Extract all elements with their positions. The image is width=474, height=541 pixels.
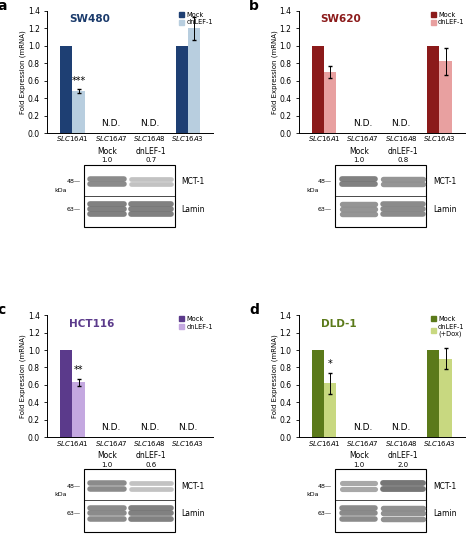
Text: MCT-1: MCT-1 [182, 481, 205, 491]
Text: kDa: kDa [306, 188, 319, 193]
Text: 0.7: 0.7 [146, 157, 157, 163]
Text: SW620: SW620 [320, 15, 361, 24]
Text: MCT-1: MCT-1 [182, 177, 205, 186]
Text: 48—: 48— [318, 484, 332, 489]
Text: 48—: 48— [66, 179, 81, 184]
Legend: Mock, dnLEF-1: Mock, dnLEF-1 [179, 12, 213, 25]
Text: Mock: Mock [97, 451, 117, 460]
Y-axis label: Fold Expression (mRNA): Fold Expression (mRNA) [271, 30, 278, 114]
Text: dnLEF-1: dnLEF-1 [387, 147, 418, 156]
Text: *: * [328, 359, 333, 370]
Legend: Mock, dnLEF-1: Mock, dnLEF-1 [179, 316, 213, 329]
Text: 63—: 63— [66, 511, 81, 516]
Text: N.D.: N.D. [140, 119, 159, 128]
Bar [84, 165, 175, 228]
Text: N.D.: N.D. [101, 423, 120, 432]
Text: 2.0: 2.0 [397, 461, 408, 467]
Text: N.D.: N.D. [392, 119, 410, 128]
Text: 1.0: 1.0 [353, 461, 365, 467]
Bar [73, 91, 85, 133]
Text: N.D.: N.D. [392, 423, 410, 432]
Text: dnLEF-1: dnLEF-1 [387, 451, 418, 460]
Text: Lamin: Lamin [433, 509, 456, 518]
Bar [84, 469, 175, 532]
Text: dnLEF-1: dnLEF-1 [136, 451, 166, 460]
Text: Lamin: Lamin [182, 204, 205, 214]
Text: 1.0: 1.0 [353, 157, 365, 163]
Text: a: a [0, 0, 7, 12]
Bar [312, 350, 324, 437]
Text: 48—: 48— [318, 179, 332, 184]
Bar [60, 350, 73, 437]
Text: 0.8: 0.8 [397, 157, 409, 163]
Text: Mock: Mock [349, 451, 369, 460]
Bar [60, 46, 73, 133]
Legend: Mock, dnLEF-1: Mock, dnLEF-1 [431, 12, 465, 25]
Text: MCT-1: MCT-1 [433, 177, 456, 186]
Text: MCT-1: MCT-1 [433, 481, 456, 491]
Bar [188, 28, 200, 133]
Bar [73, 382, 85, 437]
Bar [439, 62, 452, 133]
Text: dnLEF-1: dnLEF-1 [136, 147, 166, 156]
Text: DLD-1: DLD-1 [320, 319, 356, 329]
Bar [324, 72, 337, 133]
Text: N.D.: N.D. [353, 119, 372, 128]
Text: 0.6: 0.6 [146, 461, 157, 467]
Text: **: ** [74, 365, 83, 375]
Text: N.D.: N.D. [178, 423, 198, 432]
Y-axis label: Fold Expression (mRNA): Fold Expression (mRNA) [20, 30, 26, 114]
Y-axis label: Fold Expression (mRNA): Fold Expression (mRNA) [20, 334, 26, 418]
Bar [324, 383, 337, 437]
Text: 1.0: 1.0 [101, 461, 113, 467]
Text: 48—: 48— [66, 484, 81, 489]
Bar [427, 46, 439, 133]
Text: Lamin: Lamin [182, 509, 205, 518]
Bar [336, 469, 427, 532]
Text: kDa: kDa [55, 492, 67, 497]
Bar [427, 350, 439, 437]
Text: N.D.: N.D. [353, 423, 372, 432]
Text: 63—: 63— [318, 207, 332, 212]
Text: HCT116: HCT116 [69, 319, 114, 329]
Text: 63—: 63— [66, 207, 81, 212]
Text: Mock: Mock [97, 147, 117, 156]
Text: kDa: kDa [55, 188, 67, 193]
Bar [439, 359, 452, 437]
Text: N.D.: N.D. [140, 423, 159, 432]
Text: 63—: 63— [318, 511, 332, 516]
Bar [312, 46, 324, 133]
Text: Mock: Mock [349, 147, 369, 156]
Bar [175, 46, 188, 133]
Text: b: b [249, 0, 259, 12]
Text: 1.0: 1.0 [101, 157, 113, 163]
Text: kDa: kDa [306, 492, 319, 497]
Text: ***: *** [72, 76, 86, 86]
Text: Lamin: Lamin [433, 204, 456, 214]
Bar [336, 165, 427, 228]
Text: d: d [249, 303, 259, 317]
Text: N.D.: N.D. [101, 119, 120, 128]
Text: SW480: SW480 [69, 15, 110, 24]
Y-axis label: Fold Expression (mRNA): Fold Expression (mRNA) [271, 334, 278, 418]
Text: c: c [0, 303, 6, 317]
Legend: Mock, dnLEF-1
(+Dox): Mock, dnLEF-1 (+Dox) [431, 316, 465, 337]
